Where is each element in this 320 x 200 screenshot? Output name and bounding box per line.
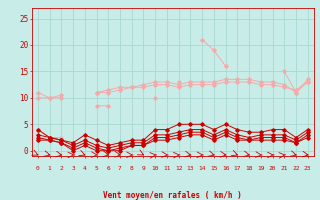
X-axis label: Vent moyen/en rafales ( km/h ): Vent moyen/en rafales ( km/h )	[103, 191, 242, 200]
